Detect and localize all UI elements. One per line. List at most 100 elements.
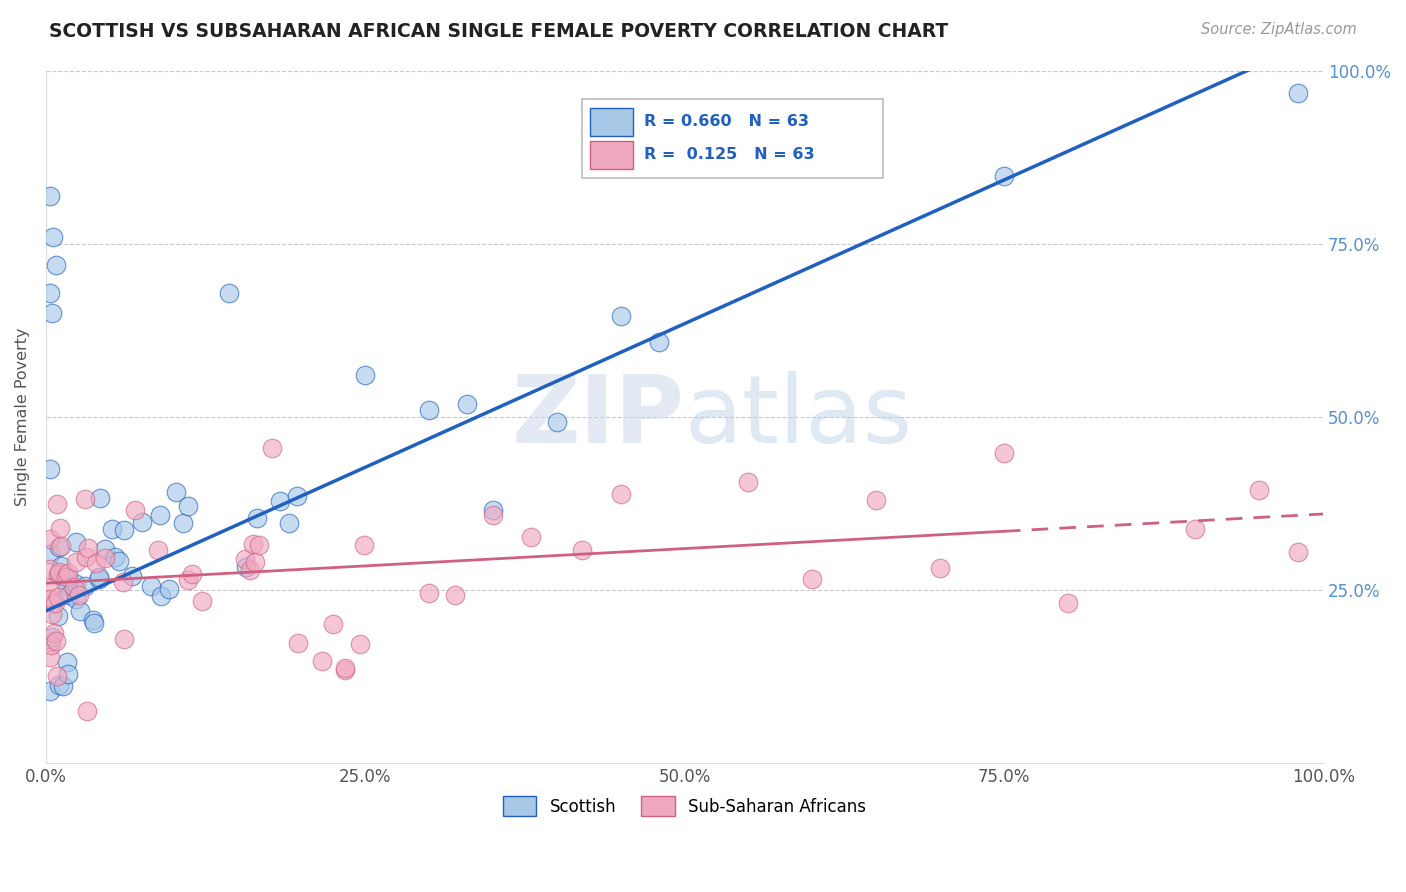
Point bbox=[218, 285, 240, 300]
Point bbox=[38, 461, 60, 475]
Point bbox=[165, 484, 187, 499]
Point bbox=[45, 634, 67, 648]
Point bbox=[48, 567, 70, 582]
Point bbox=[46, 497, 69, 511]
Point bbox=[49, 521, 72, 535]
Point bbox=[801, 572, 824, 586]
Point bbox=[58, 588, 80, 602]
Point bbox=[235, 560, 257, 574]
Point bbox=[1056, 596, 1078, 610]
Text: R = 0.660   N = 63: R = 0.660 N = 63 bbox=[644, 114, 808, 129]
Point bbox=[482, 503, 505, 517]
Point bbox=[58, 570, 80, 584]
Point bbox=[48, 678, 70, 692]
Point bbox=[311, 654, 333, 668]
Point bbox=[46, 591, 69, 605]
Point bbox=[45, 258, 67, 272]
Point bbox=[865, 493, 887, 508]
Text: SCOTTISH VS SUBSAHARAN AFRICAN SINGLE FEMALE POVERTY CORRELATION CHART: SCOTTISH VS SUBSAHARAN AFRICAN SINGLE FE… bbox=[49, 22, 949, 41]
Point bbox=[38, 562, 60, 576]
Point bbox=[39, 638, 62, 652]
Point bbox=[44, 596, 66, 610]
Point bbox=[94, 550, 117, 565]
Point bbox=[333, 661, 356, 675]
Point bbox=[77, 541, 100, 555]
Point bbox=[131, 515, 153, 529]
Point bbox=[1184, 522, 1206, 536]
Point bbox=[456, 397, 478, 411]
Point bbox=[46, 567, 69, 582]
Point bbox=[112, 575, 135, 590]
Point bbox=[112, 632, 135, 646]
Point bbox=[75, 579, 97, 593]
Point bbox=[49, 539, 72, 553]
Point bbox=[349, 637, 371, 651]
Point bbox=[239, 563, 262, 577]
Point bbox=[571, 543, 593, 558]
Point bbox=[56, 566, 79, 580]
Point bbox=[41, 607, 63, 622]
Text: ZIP: ZIP bbox=[512, 371, 685, 463]
Point bbox=[84, 556, 107, 570]
FancyBboxPatch shape bbox=[591, 141, 634, 169]
Point bbox=[89, 491, 111, 505]
Point bbox=[993, 446, 1015, 460]
Point bbox=[149, 508, 172, 522]
Point bbox=[993, 169, 1015, 183]
Point bbox=[177, 499, 200, 513]
Point bbox=[69, 604, 91, 618]
Point bbox=[52, 679, 75, 693]
Point bbox=[520, 530, 543, 544]
Text: atlas: atlas bbox=[685, 371, 912, 463]
Point bbox=[148, 543, 170, 558]
Point bbox=[75, 549, 97, 564]
Point bbox=[38, 285, 60, 300]
Point bbox=[56, 655, 79, 669]
Point bbox=[42, 230, 65, 244]
Point bbox=[41, 630, 63, 644]
Point bbox=[49, 559, 72, 574]
Point bbox=[41, 306, 63, 320]
Point bbox=[648, 334, 671, 349]
Point bbox=[55, 569, 77, 583]
Point bbox=[67, 588, 90, 602]
Point bbox=[46, 669, 69, 683]
Point bbox=[62, 580, 84, 594]
Point bbox=[38, 581, 60, 595]
Point bbox=[278, 516, 301, 530]
Point bbox=[38, 532, 60, 546]
Point bbox=[89, 570, 111, 584]
Point bbox=[172, 516, 194, 530]
Point bbox=[73, 491, 96, 506]
Point bbox=[65, 535, 87, 549]
Point bbox=[1249, 483, 1271, 498]
Point bbox=[262, 441, 284, 455]
Point bbox=[38, 592, 60, 607]
Point bbox=[242, 536, 264, 550]
Point bbox=[287, 636, 309, 650]
Point bbox=[94, 541, 117, 556]
Point bbox=[246, 511, 269, 525]
Point bbox=[609, 486, 631, 500]
Point bbox=[38, 635, 60, 649]
Point bbox=[1286, 544, 1309, 558]
Y-axis label: Single Female Poverty: Single Female Poverty bbox=[15, 328, 30, 507]
Point bbox=[322, 616, 344, 631]
Point bbox=[354, 368, 377, 383]
Point bbox=[55, 577, 77, 591]
Point bbox=[418, 586, 440, 600]
Point bbox=[38, 547, 60, 561]
Point bbox=[82, 613, 104, 627]
Point bbox=[482, 508, 505, 522]
Point bbox=[121, 568, 143, 582]
Point bbox=[46, 608, 69, 623]
Point bbox=[546, 415, 568, 429]
Point bbox=[65, 577, 87, 591]
Point bbox=[42, 626, 65, 640]
FancyBboxPatch shape bbox=[582, 99, 883, 178]
Point bbox=[737, 475, 759, 490]
Point bbox=[65, 591, 87, 606]
Point bbox=[181, 567, 204, 582]
Point bbox=[87, 572, 110, 586]
Point bbox=[353, 538, 375, 552]
